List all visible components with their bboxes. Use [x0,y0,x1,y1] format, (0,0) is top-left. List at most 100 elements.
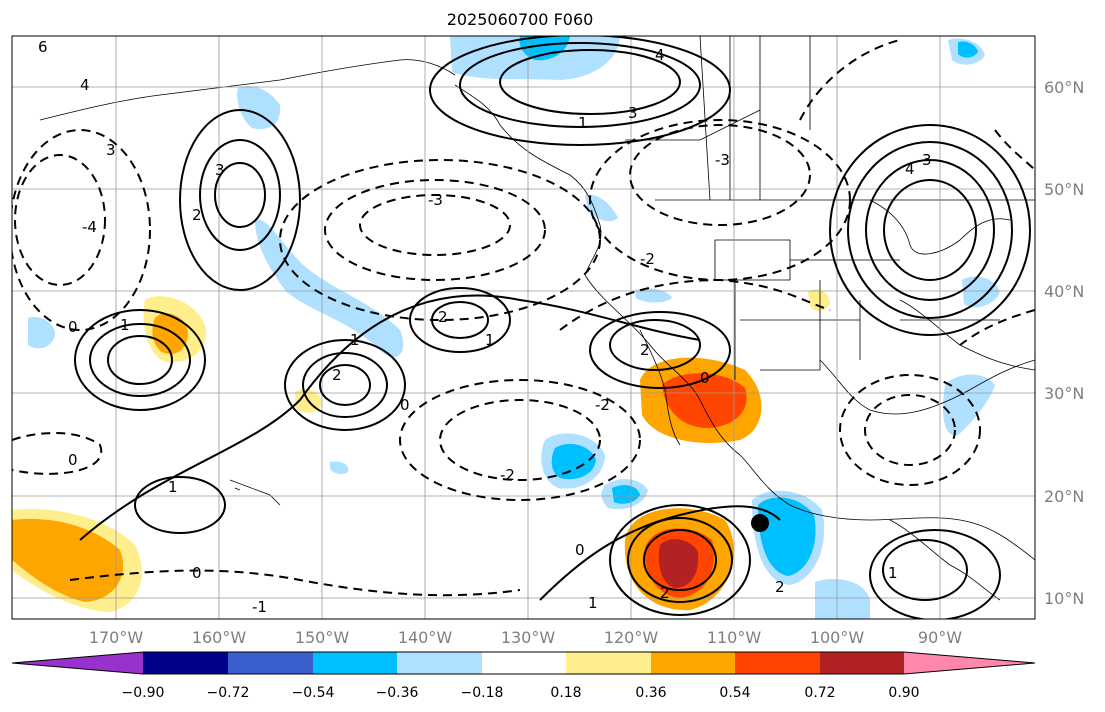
cool-anomaly-edge [28,316,55,349]
contour-ring [869,529,1001,619]
lon-label: 120°W [604,628,659,647]
contour-label: 0 [68,318,78,336]
zero-contour [79,294,701,541]
contour-ring [829,124,1031,336]
contour-label: 1 [120,316,130,334]
contour-label: 2 [192,206,202,224]
contour-line [69,569,521,597]
cool-anomaly-edge [585,194,618,222]
cool-anomaly [758,497,816,576]
warm-anomaly-edge [808,289,830,311]
colorbar-outline [11,651,1036,675]
contour-ring [302,352,388,418]
shaded-anomaly-fields [12,36,1000,619]
lat-label: 50°N [1044,180,1084,199]
zero-contour [539,505,781,601]
contour-ring [409,287,511,353]
cool-anomaly-edge [635,288,672,303]
contour-ring [459,42,701,128]
contour-ring [499,49,681,115]
contour-label: -3 [428,191,443,209]
colorbar-tick: −0.72 [207,685,250,701]
contour-ring [14,154,106,286]
contour-label: 3 [215,161,225,179]
contour-label: -1 [252,598,267,616]
lat-label: 30°N [1044,384,1084,403]
colorbar-tick: −0.54 [292,685,335,701]
contour-label: 4 [905,160,915,178]
hawaii-islands [229,479,281,506]
contour-ring [279,159,601,321]
cool-anomaly [612,485,640,504]
graticule [12,36,1035,619]
lat-label: 40°N [1044,282,1084,301]
contour-ring [865,159,995,301]
contour-label: 2 [640,341,650,359]
longitude-axis: 170°W 160°W 150°W 140°W 130°W 120°W 110°… [89,628,962,647]
contour-ring [589,311,731,389]
contour-label: 4 [655,46,665,64]
colorbar-tick: 0.90 [888,685,919,701]
colorbar-swatch [313,652,397,674]
contour-label: 3 [628,104,638,122]
contour-label: 0 [400,396,410,414]
contour-ring [179,109,301,291]
lon-label: 90°W [918,628,962,647]
contour-label: 1 [485,331,495,349]
colorbar: −0.90 −0.72 −0.54 −0.36 −0.18 0.18 0.36 … [11,651,1036,701]
lon-label: 110°W [707,628,762,647]
map-title: 2025060700 F060 [446,10,594,29]
colorbar-swatch [820,652,904,674]
contour-ring [319,364,371,406]
warm-anomaly-peak [658,539,699,588]
contour-label: -2 [500,466,515,484]
colorbar-ticks: −0.90 −0.72 −0.54 −0.36 −0.18 0.18 0.36 … [122,685,920,701]
contour-label: 0 [192,564,202,582]
warm-anomaly [152,313,188,354]
lon-label: 150°W [295,628,350,647]
contour-line [994,129,1035,171]
colorbar-tick: −0.90 [122,685,165,701]
contour-ring [359,194,511,256]
contour-ring [839,374,981,486]
contour-ring [439,399,601,481]
colorbar-tick: −0.18 [461,685,504,701]
contour-label: 2 [332,366,342,384]
latitude-axis: 60°N 50°N 40°N 30°N 20°N 10°N [1044,78,1084,608]
storm-position-marker[interactable] [751,514,769,532]
lat-label: 20°N [1044,487,1084,506]
lon-label: 140°W [398,628,453,647]
contour-label: 1 [168,478,178,496]
contour-label: 2 [775,578,785,596]
cool-anomaly-edge [237,85,281,130]
baja-coast [639,329,681,446]
contour-ring [609,504,751,616]
warm-anomaly [12,518,124,602]
contour-label: 1 [888,564,898,582]
contour-ring [74,309,206,411]
contour-ring [399,379,641,501]
lon-label: 130°W [501,628,556,647]
lon-label: 160°W [192,628,247,647]
gulf-coast [819,359,1035,415]
contour-label: 1 [350,331,360,349]
colorbar-swatch [566,652,651,674]
colorbar-extend-low [12,652,143,674]
contour-label: 6 [38,38,48,56]
colorbar-swatch [482,652,566,674]
colorbar-extend-high [904,652,1035,674]
contour-label: -3 [715,151,730,169]
contour-label: 3 [922,151,932,169]
contour-ring [429,36,731,146]
contour-ring [107,335,173,385]
map-border [11,35,1036,620]
state-borders [655,199,1035,380]
contour-line [959,309,1035,346]
cool-anomaly [519,36,570,61]
contour-ring [629,124,811,226]
contour-ring [214,162,266,228]
great-lakes [869,199,1011,255]
contour-ring [12,129,151,331]
colorbar-swatch [228,652,313,674]
colorbar-swatch [397,652,482,674]
